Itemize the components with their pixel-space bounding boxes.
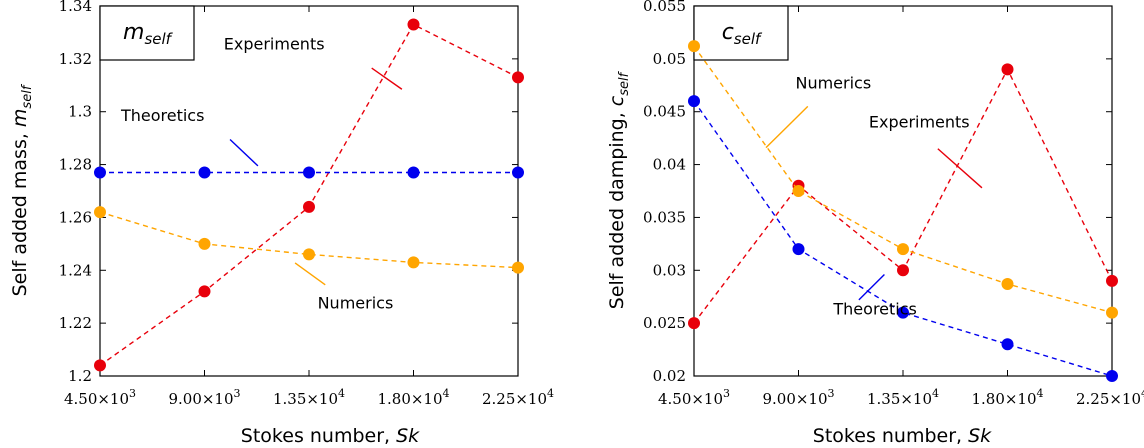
data-point xyxy=(198,285,211,298)
x-axis-label: Stokes number, Sk xyxy=(813,425,992,447)
y-tick-label: 0.045 xyxy=(643,103,686,121)
y-tick-label: 1.2 xyxy=(68,367,92,385)
y-tick-label: 1.28 xyxy=(59,156,92,174)
annotation-label: Experiments xyxy=(224,35,325,54)
data-point xyxy=(94,359,106,372)
data-point xyxy=(1001,338,1014,351)
series-line xyxy=(99,211,519,269)
x-tick-label: 9.00×103 xyxy=(762,387,834,408)
data-point xyxy=(688,40,700,53)
data-point xyxy=(512,261,524,274)
data-point xyxy=(688,95,700,108)
data-point xyxy=(1106,370,1118,382)
x-tick-label: 1.80×104 xyxy=(971,387,1043,408)
panel-label-box xyxy=(693,5,789,61)
y-axis-label: Self added mass, mself xyxy=(9,83,35,296)
data-point xyxy=(897,243,909,256)
y-tick-label: 0.025 xyxy=(643,314,686,332)
data-point xyxy=(303,248,315,261)
series-theoretics xyxy=(94,166,524,179)
x-tick-label: 9.00×103 xyxy=(168,387,240,408)
data-point xyxy=(198,166,211,179)
data-point xyxy=(1106,306,1118,319)
annotation-label: Theoretics xyxy=(120,106,204,125)
y-tick-label: 1.26 xyxy=(59,208,92,226)
plot-frame xyxy=(99,5,519,377)
x-tick-label: 4.50×103 xyxy=(658,387,730,408)
y-tick-label: 0.05 xyxy=(653,50,686,68)
x-tick-label: 4.50×103 xyxy=(64,387,136,408)
annotation-leader xyxy=(229,138,259,167)
data-point xyxy=(688,317,700,330)
annotation-label: Numerics xyxy=(318,294,394,313)
data-point xyxy=(407,166,420,179)
data-point xyxy=(303,166,315,179)
data-point xyxy=(407,256,420,269)
y-tick-label: 0.055 xyxy=(643,0,686,15)
y-axis-label: Self added damping, cself xyxy=(606,70,632,309)
data-point xyxy=(94,166,106,179)
y-tick-label: 0.02 xyxy=(653,367,686,385)
y-tick-label: 0.035 xyxy=(643,208,686,226)
data-point xyxy=(1001,278,1014,291)
x-tick-label: 1.35×104 xyxy=(867,387,939,408)
data-point xyxy=(897,264,909,277)
series-experiments xyxy=(688,63,1118,330)
y-tick-label: 0.03 xyxy=(653,261,686,279)
annotation-label: Theoretics xyxy=(832,300,916,319)
y-tick-label: 0.04 xyxy=(653,156,686,174)
data-point xyxy=(792,243,805,256)
x-tick-label: 1.35×104 xyxy=(273,387,345,408)
data-point xyxy=(303,200,315,213)
series-numerics xyxy=(688,40,1118,319)
data-point xyxy=(1106,274,1118,287)
chart-panel-1: 1.2 1.22 1.24 1.26 1.28 1.3 1.32 1.34 4.50×103 9.… xyxy=(9,0,554,447)
series-line xyxy=(99,23,519,366)
series-line xyxy=(693,67,1113,324)
annotation-leader xyxy=(858,274,885,301)
annotation-label: Experiments xyxy=(869,113,970,132)
data-point xyxy=(1001,63,1014,76)
data-point xyxy=(407,18,420,31)
series-line xyxy=(693,100,1113,377)
y-tick-label: 1.32 xyxy=(59,50,92,68)
y-tick-label: 1.22 xyxy=(59,314,92,332)
annotation-leader xyxy=(294,262,326,286)
series-theoretics xyxy=(688,95,1118,382)
x-tick-label: 2.25×104 xyxy=(1076,387,1144,408)
annotation-leader xyxy=(937,148,983,189)
x-axis-label: Stokes number, Sk xyxy=(241,425,420,447)
series-experiments xyxy=(94,18,524,372)
annotation-leader xyxy=(371,67,403,90)
y-tick-label: 1.24 xyxy=(59,261,92,279)
data-point xyxy=(512,71,524,84)
data-point xyxy=(198,237,211,250)
data-point xyxy=(512,166,524,179)
data-point xyxy=(792,185,805,197)
panel-label-box xyxy=(99,5,195,61)
y-tick-label: 1.3 xyxy=(68,103,92,121)
data-point xyxy=(897,306,909,319)
data-point xyxy=(94,206,106,219)
annotation-leader xyxy=(765,105,809,149)
y-tick-label: 1.34 xyxy=(59,0,92,15)
annotation-label: Numerics xyxy=(795,73,871,92)
series-numerics xyxy=(94,206,524,274)
x-tick-label: 2.25×104 xyxy=(482,387,554,408)
panel-label: cself xyxy=(722,20,763,48)
x-tick-label: 1.80×104 xyxy=(377,387,449,408)
panel-label: mself xyxy=(123,20,174,48)
chart-panel-2: 0.02 0.025 0.03 0.035 0.04 0.045 0.05 0.055 4.50… xyxy=(606,0,1144,447)
